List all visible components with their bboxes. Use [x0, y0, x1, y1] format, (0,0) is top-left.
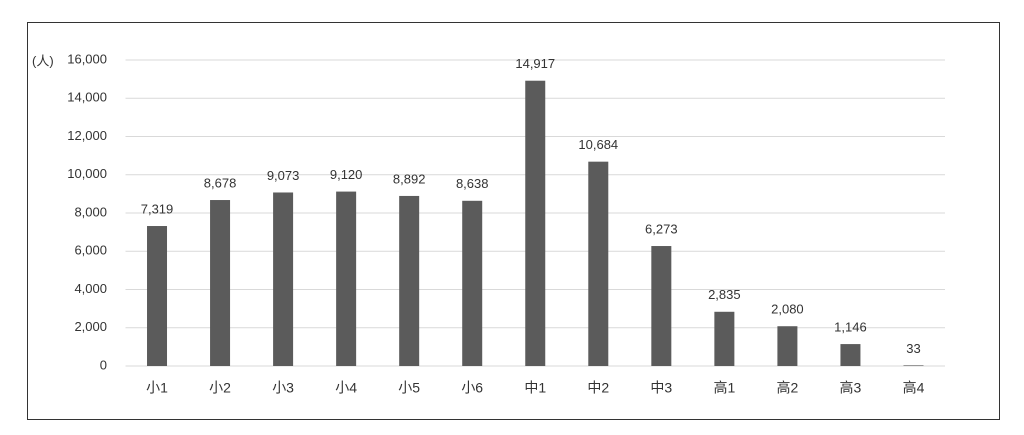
- value-label: 14,917: [515, 56, 555, 71]
- x-tick-label: 高1: [713, 380, 735, 396]
- y-tick-label: 0: [100, 357, 107, 372]
- value-label: 8,892: [393, 171, 426, 186]
- y-tick-label: 10,000: [67, 166, 107, 181]
- value-label: 33: [906, 341, 920, 356]
- bar: [840, 344, 861, 366]
- bar: [777, 326, 798, 366]
- bar: [462, 200, 483, 366]
- bar: [525, 80, 546, 366]
- chart-frame: [27, 22, 1000, 420]
- value-label: 6,273: [645, 221, 678, 236]
- bar: [651, 246, 672, 366]
- value-label: 10,684: [578, 137, 618, 152]
- bar: [714, 311, 735, 366]
- bar: [399, 195, 420, 366]
- x-tick-label: 高4: [903, 380, 925, 396]
- value-label: 9,120: [330, 167, 363, 182]
- y-tick-label: 16,000: [67, 51, 107, 66]
- value-label: 2,835: [708, 287, 741, 302]
- x-tick-label: 小5: [398, 380, 420, 396]
- bar: [336, 191, 357, 366]
- x-tick-label: 中3: [650, 380, 672, 396]
- y-tick-label: 8,000: [74, 204, 107, 219]
- bar: [147, 226, 168, 366]
- y-tick-label: 4,000: [74, 281, 107, 296]
- value-label: 7,319: [141, 201, 174, 216]
- bar: [210, 200, 231, 366]
- x-tick-label: 高2: [777, 380, 799, 396]
- bar: [903, 365, 924, 366]
- value-label: 8,638: [456, 176, 489, 191]
- y-axis-unit: (人): [32, 53, 54, 68]
- x-tick-label: 小1: [146, 380, 168, 396]
- x-tick-label: 高3: [840, 380, 862, 396]
- y-tick-label: 14,000: [67, 90, 107, 105]
- value-label: 1,146: [834, 320, 867, 335]
- y-tick-label: 12,000: [67, 128, 107, 143]
- x-tick-label: 小2: [209, 380, 231, 396]
- value-label: 9,073: [267, 168, 300, 183]
- y-tick-label: 2,000: [74, 319, 107, 334]
- x-tick-label: 小3: [272, 380, 294, 396]
- x-tick-label: 中1: [524, 380, 546, 396]
- value-label: 2,080: [771, 302, 804, 317]
- bar: [273, 192, 294, 366]
- y-tick-label: 6,000: [74, 243, 107, 258]
- x-tick-label: 小4: [335, 380, 357, 396]
- x-tick-label: 中2: [587, 380, 609, 396]
- x-tick-label: 小6: [461, 380, 483, 396]
- bar: [588, 161, 609, 366]
- value-label: 8,678: [204, 175, 237, 190]
